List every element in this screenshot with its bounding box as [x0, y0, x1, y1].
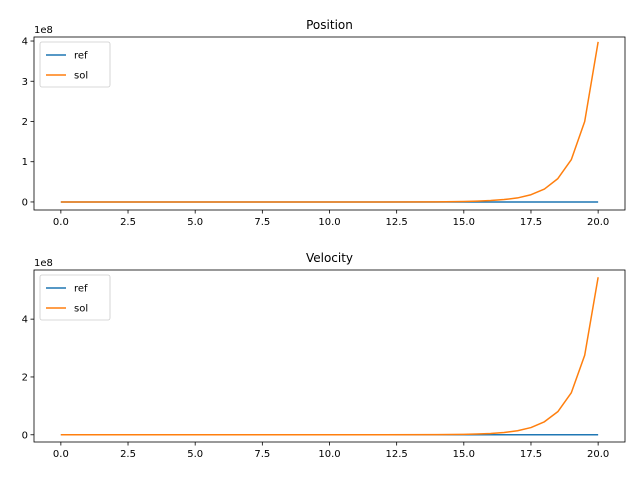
x-tick-label: 5.0: [187, 449, 203, 460]
x-tick-label: 0.0: [53, 217, 69, 228]
series-line-sol: [60, 41, 599, 203]
x-tick-label: 7.5: [254, 449, 270, 460]
x-tick-label: 12.5: [386, 217, 408, 228]
x-tick-label: 10.0: [318, 217, 340, 228]
chart-title: Velocity: [306, 251, 353, 265]
y-tick-label: 0: [22, 430, 28, 441]
legend: ref sol: [39, 274, 111, 321]
x-tick-label: 10.0: [318, 449, 340, 460]
x-tick-label: 2.5: [120, 449, 136, 460]
y-offset-text: 1e8: [34, 25, 53, 36]
x-tick-label: 2.5: [120, 217, 136, 228]
x-tick-label: 5.0: [187, 217, 203, 228]
y-tick-label: 0: [22, 197, 28, 208]
y-offset-text: 1e8: [34, 258, 53, 269]
x-tick-label: 17.5: [520, 217, 542, 228]
x-tick-label: 12.5: [386, 449, 408, 460]
legend: ref sol: [39, 41, 111, 88]
y-tick-label: 2: [22, 117, 28, 128]
series-line-sol: [60, 277, 599, 436]
x-tick-label: 17.5: [520, 449, 542, 460]
legend-label-ref: ref: [74, 284, 88, 295]
legend-label-sol: sol: [74, 71, 88, 82]
y-tick-label: 4: [22, 315, 28, 326]
x-tick-label: 7.5: [254, 217, 270, 228]
subplot-position: 0.0 2.5 5.0 7.5 10.0 12.5 15.0 17.5 20.0 0 1 2 3 4 1e8…: [22, 18, 626, 228]
x-tick-label: 15.0: [453, 217, 475, 228]
y-tick-label: 2: [22, 372, 28, 383]
chart-title: Position: [306, 18, 353, 32]
y-tick-label: 3: [22, 77, 28, 88]
x-tick-label: 15.0: [453, 449, 475, 460]
legend-label-sol: sol: [74, 304, 88, 315]
x-tick-label: 0.0: [53, 449, 69, 460]
x-tick-label: 20.0: [587, 449, 609, 460]
y-tick-label: 4: [22, 37, 28, 48]
x-tick-label: 20.0: [587, 217, 609, 228]
y-tick-label: 1: [22, 157, 28, 168]
legend-label-ref: ref: [74, 51, 88, 62]
subplot-velocity: 0.0 2.5 5.0 7.5 10.0 12.5 15.0 17.5 20.0 0 2 4 1e8 Ve…: [22, 251, 626, 460]
